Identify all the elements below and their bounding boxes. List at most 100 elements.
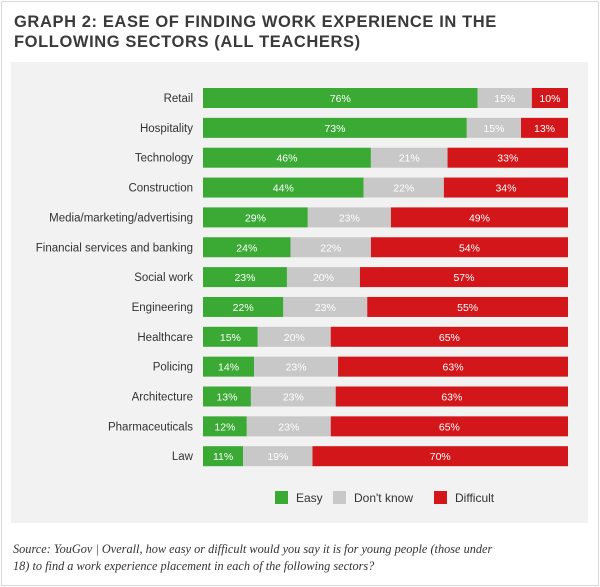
category-label-policing: Policing [153,362,193,374]
bar-media-marketing-advertising-don-t-know [307,207,391,228]
data-label-technology-easy: 46% [276,153,297,165]
chart-title: GRAPH 2: EASE OF FINDING WORK EXPERIENCE… [14,12,574,52]
data-label-pharmaceuticals-difficult: 65% [439,421,460,433]
bar-hospitality-difficult [521,117,568,138]
bar-financial-services-and-banking-easy [203,237,291,258]
data-label-retail-difficult: 10% [539,93,560,105]
source-note: Source: YouGov | Overall, how easy or di… [13,541,588,575]
legend-label-easy: Easy [296,491,323,505]
data-label-policing-difficult: 63% [443,362,464,374]
bar-policing-easy [203,356,255,377]
data-label-media-marketing-advertising-difficult: 49% [469,212,490,224]
data-label-architecture-don-t-know: 23% [283,392,304,404]
data-label-construction-easy: 44% [273,183,294,195]
data-label-architecture-difficult: 63% [441,392,462,404]
category-label-technology: Technology [135,153,193,165]
category-label-healthcare: Healthcare [137,332,193,344]
data-label-law-easy: 11% [213,451,233,463]
data-label-social-work-easy: 23% [234,272,255,284]
bar-architecture-easy [203,386,251,407]
data-label-healthcare-difficult: 65% [439,332,460,344]
category-label-law: Law [172,451,194,463]
bar-retail-don-t-know [477,88,532,108]
data-label-media-marketing-advertising-don-t-know: 23% [339,212,360,224]
legend-label-difficult: Difficult [455,491,495,505]
data-label-policing-easy: 14% [218,362,239,374]
bar-engineering-difficult [367,296,568,317]
bar-pharmaceuticals-easy [203,416,247,437]
data-label-law-difficult: 70% [430,451,451,463]
bar-policing-difficult [338,356,568,377]
bar-law-don-t-know [243,446,313,467]
data-label-healthcare-easy: 15% [220,332,241,344]
data-label-hospitality-easy: 73% [324,123,345,135]
stacked-bar-chart: Retail 76% 15% 10% Hospitality 73% 15% 13% Techn… [36,88,568,505]
data-label-healthcare-don-t-know: 20% [284,332,305,344]
bar-retail-difficult [531,88,568,108]
category-label-social-work: Social work [134,272,193,284]
data-label-retail-don-t-know: 15% [494,93,515,105]
bar-social-work-don-t-know [286,267,360,288]
bar-media-marketing-advertising-easy [203,207,308,228]
category-label-hospitality: Hospitality [140,123,193,135]
bar-healthcare-easy [203,326,258,347]
bar-pharmaceuticals-don-t-know [246,416,331,437]
bar-architecture-difficult [335,386,568,407]
data-label-technology-difficult: 33% [497,153,518,165]
data-label-media-marketing-advertising-easy: 29% [245,212,266,224]
data-label-hospitality-don-t-know: 15% [483,123,504,135]
data-label-engineering-easy: 22% [233,302,254,314]
source-note-line-2: 18) to find a work experience placement … [13,559,375,573]
data-label-financial-services-and-banking-easy: 24% [236,242,257,254]
bar-construction-easy [203,177,364,198]
data-label-law-don-t-know: 19% [267,451,288,463]
bar-technology-difficult [447,147,568,168]
data-label-social-work-don-t-know: 20% [313,272,334,284]
data-label-engineering-difficult: 55% [457,302,478,314]
bar-law-difficult [312,446,568,467]
source-note-line-1: Source: YouGov | Overall, how easy or di… [13,542,493,556]
data-label-retail-easy: 76% [330,93,351,105]
bar-technology-don-t-know [370,147,448,168]
data-label-architecture-easy: 13% [216,392,237,404]
bar-architecture-don-t-know [250,386,336,407]
bar-technology-easy [203,147,371,168]
bar-financial-services-and-banking-difficult [370,237,568,258]
legend-swatch-difficult [434,491,447,504]
category-label-engineering: Engineering [132,302,193,314]
chart-panel: Retail 76% 15% 10% Hospitality 73% 15% 13% Techn… [11,62,588,523]
category-label-architecture: Architecture [132,392,193,404]
data-label-financial-services-and-banking-difficult: 54% [459,242,480,254]
category-label-pharmaceuticals: Pharmaceuticals [108,421,193,433]
bar-hospitality-don-t-know [466,117,522,138]
data-label-hospitality-difficult: 13% [534,123,555,135]
bar-construction-difficult [443,177,568,198]
bar-social-work-easy [203,267,287,288]
category-label-media-marketing-advertising: Media/marketing/advertising [49,212,193,224]
data-label-social-work-difficult: 57% [453,272,474,284]
bar-media-marketing-advertising-difficult [390,207,568,228]
data-label-pharmaceuticals-easy: 12% [214,421,235,433]
bar-healthcare-don-t-know [257,326,331,347]
bar-policing-don-t-know [254,356,339,377]
bar-financial-services-and-banking-don-t-know [290,237,371,258]
bar-retail-easy [203,88,478,108]
data-label-construction-difficult: 34% [495,183,516,195]
data-label-pharmaceuticals-don-t-know: 23% [278,421,299,433]
bar-healthcare-difficult [330,326,568,347]
data-label-technology-don-t-know: 21% [399,153,420,165]
category-label-financial-services-and-banking: Financial services and banking [36,242,193,254]
legend-swatch-easy [275,491,288,504]
data-label-engineering-don-t-know: 23% [315,302,336,314]
bar-law-easy [203,446,244,467]
chart-title-line-1: GRAPH 2: EASE OF FINDING WORK EXPERIENCE… [14,13,497,31]
bar-social-work-difficult [359,267,568,288]
data-label-financial-services-and-banking-don-t-know: 22% [320,242,341,254]
data-label-policing-don-t-know: 23% [286,362,307,374]
legend-swatch-don-t-know [333,491,346,504]
legend-label-don-t-know: Don't know [354,491,413,505]
chart-title-line-2: FOLLOWING SECTORS (ALL TEACHERS) [14,33,361,51]
bar-hospitality-easy [203,117,467,138]
bar-engineering-don-t-know [283,296,368,317]
bar-construction-don-t-know [363,177,444,198]
